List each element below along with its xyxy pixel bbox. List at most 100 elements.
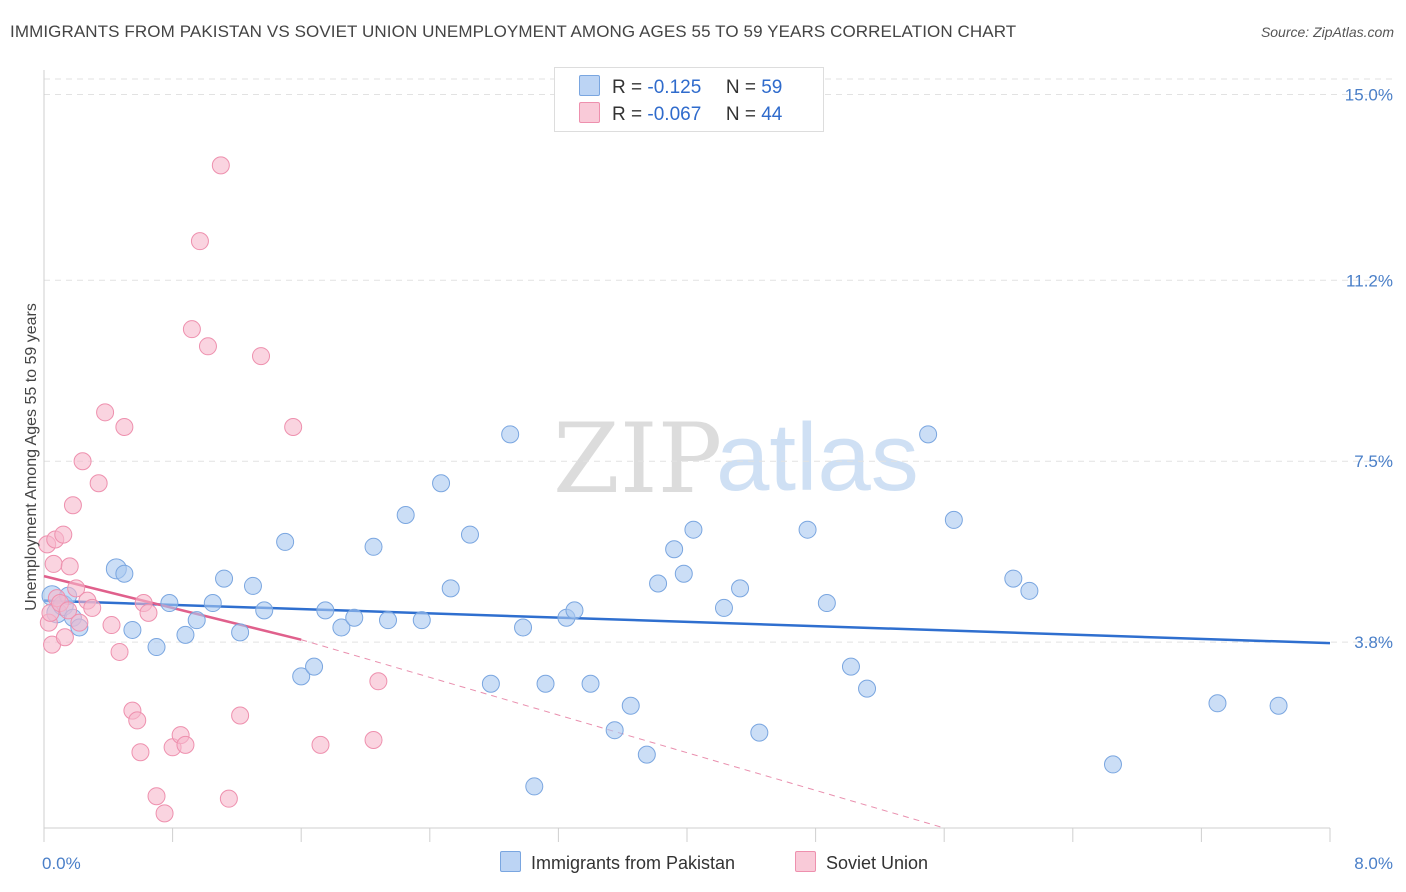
point-soviet	[102, 616, 121, 635]
point-pakistan	[536, 674, 555, 693]
point-pakistan	[750, 723, 769, 742]
point-pakistan	[396, 506, 415, 525]
point-pakistan	[714, 598, 733, 617]
chart-title: IMMIGRANTS FROM PAKISTAN VS SOVIET UNION…	[10, 22, 1017, 41]
point-pakistan	[665, 540, 684, 559]
y-tick-label: 3.8%	[1354, 633, 1393, 652]
point-soviet	[219, 789, 238, 808]
point-pakistan	[316, 601, 335, 620]
bottom-legend-label: Immigrants from Pakistan	[531, 853, 736, 873]
point-soviet	[110, 642, 129, 661]
point-pakistan	[621, 696, 640, 715]
legend-row-pakistan: R = -0.125 N = 59	[579, 75, 782, 101]
point-pakistan	[115, 564, 134, 583]
legend-r-label: R =	[612, 104, 643, 125]
point-soviet	[284, 417, 303, 436]
point-pakistan	[1020, 581, 1039, 600]
point-pakistan	[292, 667, 311, 686]
point-soviet	[231, 706, 250, 725]
point-soviet	[83, 598, 102, 617]
point-pakistan	[817, 594, 836, 613]
point-pakistan	[1208, 694, 1227, 713]
point-pakistan	[481, 674, 500, 693]
legend-r-value: -0.125	[647, 77, 702, 98]
point-soviet	[44, 554, 63, 573]
point-pakistan	[255, 601, 274, 620]
point-soviet	[364, 730, 383, 749]
x-tick-label-min: 0.0%	[42, 854, 81, 873]
watermark-zip: ZIP	[553, 403, 722, 515]
point-pakistan	[1004, 569, 1023, 588]
point-pakistan	[203, 594, 222, 613]
point-pakistan	[276, 532, 295, 551]
x-tick-label-max: 8.0%	[1354, 854, 1393, 873]
point-soviet	[211, 156, 230, 175]
point-pakistan	[231, 623, 250, 642]
legend-n-value: 59	[761, 77, 783, 98]
point-pakistan	[731, 579, 750, 598]
point-pakistan	[581, 674, 600, 693]
point-pakistan	[919, 425, 938, 444]
point-soviet	[155, 804, 174, 823]
data-points	[38, 156, 1288, 823]
y-tick-label: 15.0%	[1345, 85, 1393, 104]
point-soviet	[73, 452, 92, 471]
point-soviet	[198, 337, 217, 356]
point-pakistan	[858, 679, 877, 698]
point-pakistan	[187, 611, 206, 630]
point-pakistan	[379, 611, 398, 630]
point-pakistan	[441, 579, 460, 598]
legend-swatch-blue	[579, 75, 600, 96]
point-soviet	[70, 613, 89, 632]
axis-labels: 3.8% 7.5% 11.2% 15.0% 0.0% 8.0% Unemployment A…	[23, 85, 1393, 873]
point-pakistan	[525, 777, 544, 796]
point-soviet	[147, 787, 166, 806]
point-soviet	[59, 601, 78, 620]
point-soviet	[139, 603, 158, 622]
point-pakistan	[565, 601, 584, 620]
bottom-legend-soviet: Soviet Union	[795, 851, 928, 874]
point-pakistan	[637, 745, 656, 764]
point-pakistan	[1103, 755, 1122, 774]
point-pakistan	[944, 510, 963, 529]
point-soviet	[131, 743, 150, 762]
point-pakistan	[243, 576, 262, 595]
legend-n-value: 44	[761, 104, 783, 125]
legend-r-value: -0.067	[647, 104, 702, 125]
point-soviet	[190, 232, 209, 251]
point-pakistan	[432, 474, 451, 493]
point-soviet	[60, 557, 79, 576]
point-pakistan	[147, 638, 166, 657]
point-pakistan	[176, 625, 195, 644]
point-soviet	[311, 735, 330, 754]
bottom-legend-swatch-blue	[500, 851, 521, 872]
point-soviet	[369, 672, 388, 691]
point-pakistan	[460, 525, 479, 544]
point-soviet	[67, 579, 86, 598]
point-pakistan	[649, 574, 668, 593]
point-soviet	[89, 474, 108, 493]
point-pakistan	[798, 520, 817, 539]
point-pakistan	[841, 657, 860, 676]
bottom-legend-swatch-pink	[795, 851, 816, 872]
point-soviet	[182, 320, 201, 339]
point-soviet	[55, 628, 74, 647]
point-soviet	[128, 711, 147, 730]
point-pakistan	[1269, 696, 1288, 715]
legend-r-label: R =	[612, 77, 643, 98]
legend-swatch-pink	[579, 102, 600, 123]
point-pakistan	[215, 569, 234, 588]
watermark-atlas: atlas	[716, 404, 919, 511]
point-soviet	[96, 403, 115, 422]
bottom-legend-label: Soviet Union	[826, 853, 929, 873]
point-soviet	[63, 496, 82, 515]
point-pakistan	[501, 425, 520, 444]
trend-lines	[43, 574, 1331, 829]
grid-lines	[44, 78, 1392, 643]
point-pakistan	[684, 520, 703, 539]
point-soviet	[115, 417, 134, 436]
point-pakistan	[305, 657, 324, 676]
legend-n-label: N =	[725, 104, 756, 125]
